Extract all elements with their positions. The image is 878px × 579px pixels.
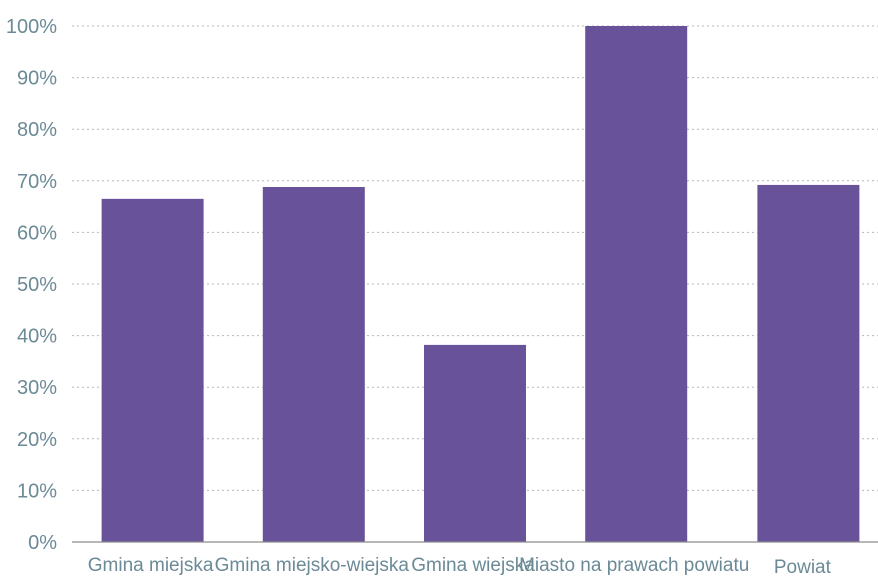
bar-gmina-miejsko-wiejska — [262, 186, 365, 542]
x-category-label: Miasto na prawach powiatu — [519, 555, 749, 576]
gridlines — [72, 25, 878, 491]
bar-gmina-miejska — [101, 198, 204, 543]
y-tick-label: 10% — [17, 480, 57, 502]
y-tick-label: 80% — [17, 119, 57, 141]
y-tick-label: 100% — [6, 16, 57, 38]
x-category-label: Gmina wiejska — [411, 555, 535, 576]
x-category-label: Gmina miejska — [88, 555, 214, 576]
y-tick-label: 50% — [17, 274, 57, 296]
x-axis-category-labels: Gmina miejska Gmina miejsko-wiejska Gmina … — [88, 555, 832, 578]
y-tick-label: 20% — [17, 429, 57, 451]
y-tick-label: 40% — [17, 326, 57, 348]
bars — [101, 26, 860, 543]
y-tick-label: 60% — [17, 222, 57, 244]
bar-gmina-wiejska — [424, 344, 526, 542]
y-tick-label: 70% — [17, 171, 57, 193]
y-tick-label: 90% — [17, 68, 57, 90]
y-axis-tick-labels: 0% 10% 20% 30% 40% 50% 60% 70% 80% 90% 100% — [6, 16, 57, 554]
y-tick-label: 0% — [28, 532, 57, 554]
bar-miasto-na-prawach-powiatu — [585, 26, 688, 542]
bar-powiat — [757, 184, 860, 543]
y-tick-label: 30% — [17, 377, 57, 399]
x-category-label: Gmina miejsko-wiejska — [215, 555, 410, 576]
x-category-label: Powiat — [774, 557, 832, 578]
